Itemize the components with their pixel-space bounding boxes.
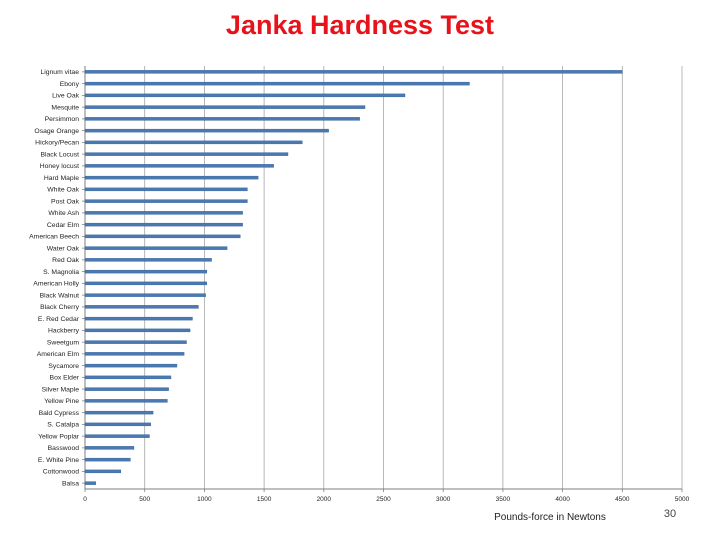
- bar: [84, 328, 191, 333]
- category-label: Black Walnut: [40, 292, 80, 299]
- x-tick-label: 2500: [376, 496, 391, 503]
- bar: [84, 175, 259, 180]
- x-tick-label: 1000: [197, 496, 212, 503]
- x-tick-label: 4500: [615, 496, 630, 503]
- category-label: Honey locust: [40, 163, 79, 170]
- bar: [84, 375, 172, 380]
- category-label: Cottonwood: [43, 469, 79, 476]
- category-label: American Beech: [29, 234, 79, 241]
- x-tick-label: 3000: [436, 496, 451, 503]
- bar: [84, 399, 168, 403]
- bar: [84, 246, 228, 250]
- category-label: Basswood: [48, 445, 80, 452]
- bar: [84, 422, 151, 427]
- category-label: Hackberry: [48, 328, 80, 335]
- category-label: Live Oak: [52, 93, 79, 100]
- category-label: Black Cherry: [40, 304, 80, 311]
- bar: [84, 70, 623, 74]
- category-label: Ebony: [60, 81, 80, 88]
- category-label: White Oak: [47, 187, 79, 194]
- x-tick-label: 4000: [555, 496, 570, 503]
- category-label: Red Oak: [52, 257, 79, 264]
- bar: [84, 152, 289, 156]
- category-label: Yellow Poplar: [38, 433, 80, 440]
- bar: [84, 128, 329, 133]
- category-label: American Holly: [33, 281, 79, 288]
- bar: [84, 140, 303, 145]
- category-label: E. White Pine: [38, 457, 79, 464]
- x-tick-label: 1500: [257, 496, 272, 503]
- category-label: Sweetgum: [47, 339, 79, 346]
- page-number: 30: [663, 508, 677, 520]
- x-tick-label: 5000: [675, 496, 690, 503]
- bar: [84, 93, 406, 98]
- category-label: White Ash: [48, 210, 79, 217]
- category-label: Post Oak: [51, 198, 80, 205]
- category-label: Sycamore: [48, 363, 79, 370]
- category-label: Cedar Elm: [47, 222, 79, 229]
- category-label: Box Elder: [50, 375, 80, 382]
- bar: [84, 316, 193, 321]
- category-label: Hard Maple: [44, 175, 79, 182]
- bar: [84, 81, 470, 86]
- category-label: Water Oak: [47, 245, 80, 252]
- bar: [84, 222, 243, 227]
- bar: [84, 340, 187, 344]
- category-label: Persimmon: [45, 116, 80, 123]
- bar: [84, 258, 212, 262]
- bar: [84, 481, 96, 485]
- category-label: E. Red Cedar: [38, 316, 80, 323]
- bar: [84, 446, 135, 450]
- bar: [84, 211, 243, 215]
- category-label: Lignum vitae: [40, 69, 79, 76]
- bar: [84, 117, 360, 121]
- bar: [84, 269, 207, 274]
- bar: [84, 352, 185, 356]
- bar: [84, 434, 150, 438]
- category-label: Osage Orange: [34, 128, 79, 135]
- bar: [84, 234, 241, 239]
- x-axis-label: Pounds-force in Newtons: [494, 512, 606, 523]
- bar: [84, 293, 206, 297]
- bar: [84, 305, 199, 309]
- category-label: S. Magnolia: [43, 269, 79, 276]
- chart-title: Janka Hardness Test: [225, 10, 495, 40]
- x-tick-label: 3500: [496, 496, 511, 503]
- bar: [84, 387, 169, 391]
- bar: [84, 457, 131, 462]
- category-label: S. Catalpa: [47, 422, 79, 429]
- category-label: Hickory/Pecan: [35, 140, 79, 147]
- bar: [84, 164, 274, 168]
- category-label: Black Locust: [40, 151, 79, 158]
- category-label: Bald Cypress: [39, 410, 80, 417]
- bar: [84, 187, 248, 192]
- x-tick-label: 500: [139, 496, 150, 503]
- bar: [84, 469, 122, 474]
- x-tick-label: 0: [83, 496, 87, 503]
- bar: [84, 199, 248, 203]
- bar: [84, 105, 366, 109]
- bar: [84, 363, 178, 368]
- category-label: Yellow Pine: [44, 398, 79, 405]
- category-label: American Elm: [37, 351, 80, 358]
- category-label: Balsa: [62, 480, 79, 487]
- category-label: Silver Maple: [42, 386, 80, 393]
- category-label: Mesquite: [51, 104, 79, 111]
- bar: [84, 410, 154, 415]
- bar: [84, 281, 207, 286]
- x-tick-label: 2000: [317, 496, 332, 503]
